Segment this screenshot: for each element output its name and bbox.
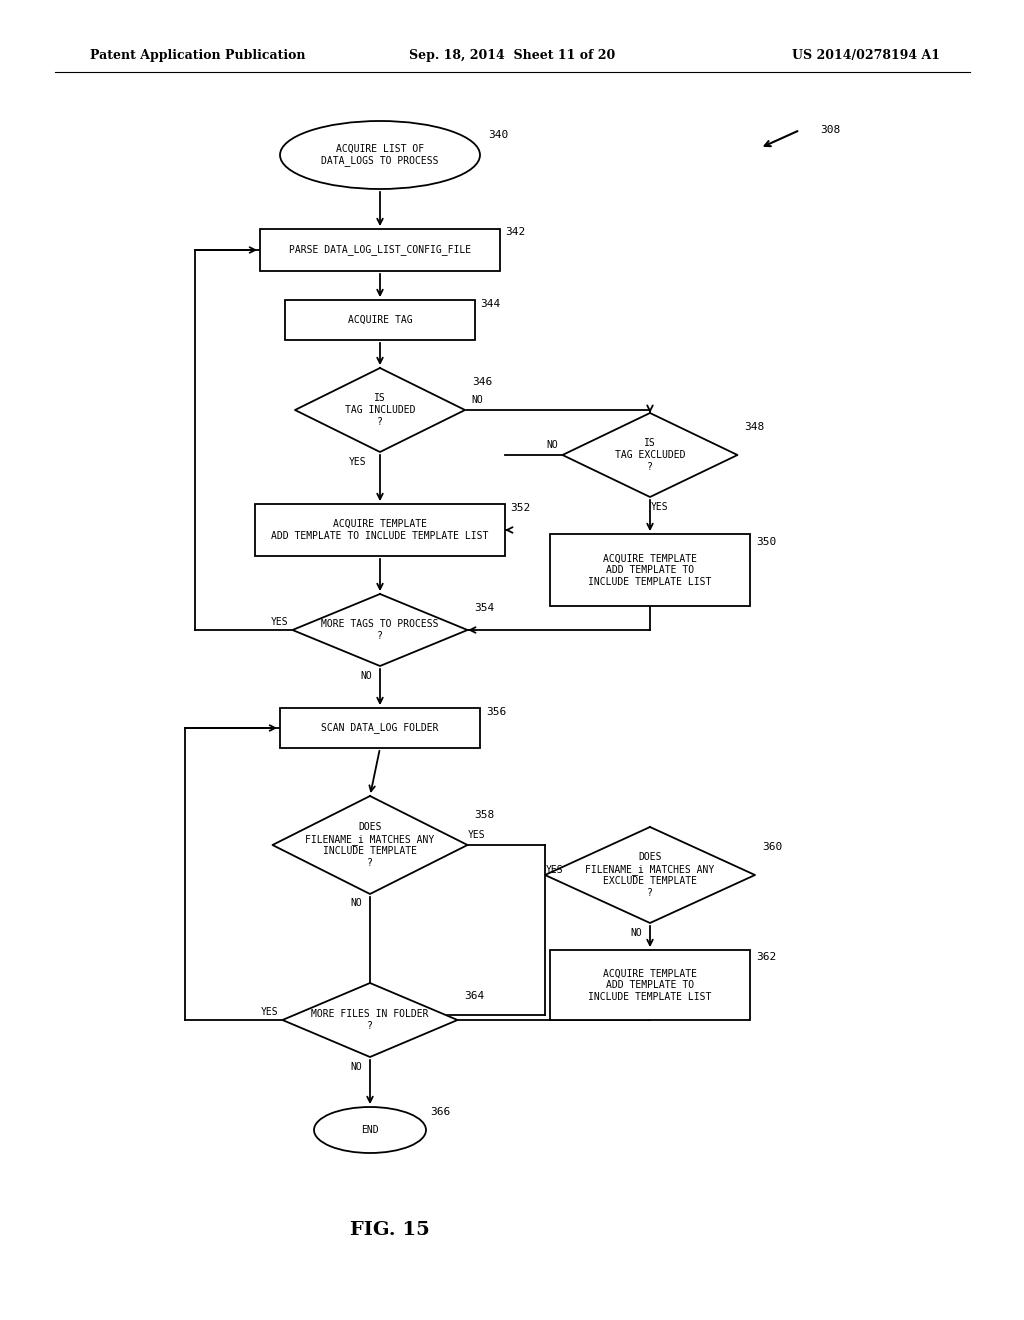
- Text: 354: 354: [474, 603, 495, 612]
- Text: ACQUIRE TEMPLATE
ADD TEMPLATE TO
INCLUDE TEMPLATE LIST: ACQUIRE TEMPLATE ADD TEMPLATE TO INCLUDE…: [589, 553, 712, 586]
- Text: NO: NO: [630, 928, 642, 939]
- Polygon shape: [295, 368, 465, 451]
- Text: PARSE DATA_LOG_LIST_CONFIG_FILE: PARSE DATA_LOG_LIST_CONFIG_FILE: [289, 244, 471, 256]
- Polygon shape: [272, 796, 468, 894]
- Bar: [550, 950, 750, 1020]
- Text: IS
TAG INCLUDED
?: IS TAG INCLUDED ?: [345, 393, 416, 426]
- Text: DOES
FILENAME_i MATCHES ANY
INCLUDE TEMPLATE
?: DOES FILENAME_i MATCHES ANY INCLUDE TEMP…: [305, 822, 434, 867]
- Text: YES: YES: [546, 865, 564, 875]
- Text: FIG. 15: FIG. 15: [350, 1221, 430, 1239]
- Text: 308: 308: [820, 125, 841, 135]
- Text: SCAN DATA_LOG FOLDER: SCAN DATA_LOG FOLDER: [322, 722, 438, 734]
- Text: NO: NO: [471, 395, 483, 405]
- Text: Sep. 18, 2014  Sheet 11 of 20: Sep. 18, 2014 Sheet 11 of 20: [409, 49, 615, 62]
- Text: IS
TAG EXCLUDED
?: IS TAG EXCLUDED ?: [614, 438, 685, 471]
- Ellipse shape: [314, 1107, 426, 1152]
- Bar: [280, 708, 480, 748]
- Bar: [550, 535, 750, 606]
- Text: DOES
FILENAME_i MATCHES ANY
EXCLUDE TEMPLATE
?: DOES FILENAME_i MATCHES ANY EXCLUDE TEMP…: [586, 853, 715, 898]
- Text: 342: 342: [505, 227, 525, 238]
- Text: ACQUIRE LIST OF
DATA_LOGS TO PROCESS: ACQUIRE LIST OF DATA_LOGS TO PROCESS: [322, 144, 438, 166]
- Bar: [285, 300, 475, 341]
- Text: 344: 344: [480, 300, 501, 309]
- Text: ACQUIRE TEMPLATE
ADD TEMPLATE TO INCLUDE TEMPLATE LIST: ACQUIRE TEMPLATE ADD TEMPLATE TO INCLUDE…: [271, 519, 488, 541]
- Text: 346: 346: [472, 378, 493, 387]
- Text: NO: NO: [350, 898, 361, 908]
- Text: YES: YES: [261, 1007, 279, 1016]
- Bar: [260, 228, 500, 271]
- Polygon shape: [562, 413, 737, 498]
- Text: 348: 348: [744, 422, 764, 432]
- Text: YES: YES: [468, 830, 485, 840]
- Text: YES: YES: [349, 457, 367, 467]
- Text: NO: NO: [360, 671, 372, 681]
- Text: 366: 366: [430, 1107, 451, 1117]
- Text: 360: 360: [762, 842, 782, 851]
- Polygon shape: [545, 828, 755, 923]
- Text: END: END: [361, 1125, 379, 1135]
- Text: 358: 358: [474, 810, 495, 820]
- Text: MORE FILES IN FOLDER
?: MORE FILES IN FOLDER ?: [311, 1010, 429, 1031]
- Text: 352: 352: [510, 503, 530, 513]
- Polygon shape: [293, 594, 468, 667]
- Text: YES: YES: [271, 616, 289, 627]
- Text: NO: NO: [546, 440, 558, 450]
- Text: 356: 356: [486, 708, 506, 717]
- Text: US 2014/0278194 A1: US 2014/0278194 A1: [792, 49, 940, 62]
- Text: 340: 340: [488, 129, 508, 140]
- Text: 350: 350: [756, 537, 776, 546]
- Text: 364: 364: [464, 991, 484, 1001]
- Text: YES: YES: [651, 502, 669, 512]
- Ellipse shape: [280, 121, 480, 189]
- Text: 362: 362: [756, 952, 776, 962]
- Text: NO: NO: [350, 1063, 361, 1072]
- Bar: [255, 504, 505, 556]
- Text: ACQUIRE TEMPLATE
ADD TEMPLATE TO
INCLUDE TEMPLATE LIST: ACQUIRE TEMPLATE ADD TEMPLATE TO INCLUDE…: [589, 969, 712, 1002]
- Polygon shape: [283, 983, 458, 1057]
- Text: ACQUIRE TAG: ACQUIRE TAG: [348, 315, 413, 325]
- Text: Patent Application Publication: Patent Application Publication: [90, 49, 305, 62]
- Text: MORE TAGS TO PROCESS
?: MORE TAGS TO PROCESS ?: [322, 619, 438, 640]
